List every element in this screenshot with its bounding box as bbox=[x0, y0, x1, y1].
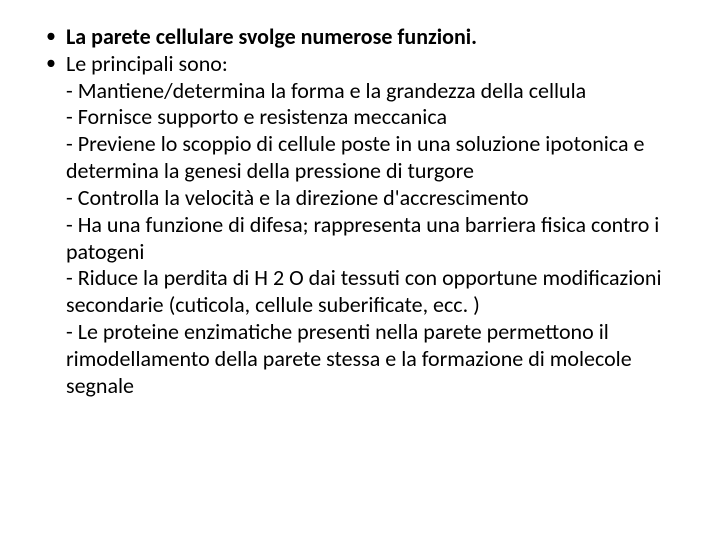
subline: - Mantiene/determina la forma e la grand… bbox=[66, 78, 680, 105]
bullet-item: La parete cellulare svolge numerose funz… bbox=[40, 24, 680, 51]
subline: - Fornisce supporto e resistenza meccani… bbox=[66, 104, 680, 131]
slide: La parete cellulare svolge numerose funz… bbox=[0, 0, 720, 540]
subline: - Le proteine enzimatiche presenti nella… bbox=[66, 319, 680, 399]
subline: - Controlla la velocità e la direzione d… bbox=[66, 185, 680, 212]
subline: - Previene lo scoppio di cellule poste i… bbox=[66, 131, 680, 185]
subline: - Ha una funzione di difesa; rappresenta… bbox=[66, 212, 680, 266]
bullet-item: Le principali sono: - Mantiene/determina… bbox=[40, 51, 680, 400]
bullet-list: La parete cellulare svolge numerose funz… bbox=[40, 24, 680, 400]
bullet-text: La parete cellulare svolge numerose funz… bbox=[66, 23, 477, 50]
subline: - Riduce la perdita di H 2 O dai tessuti… bbox=[66, 265, 680, 319]
bullet-text: Le principali sono: bbox=[66, 50, 228, 77]
